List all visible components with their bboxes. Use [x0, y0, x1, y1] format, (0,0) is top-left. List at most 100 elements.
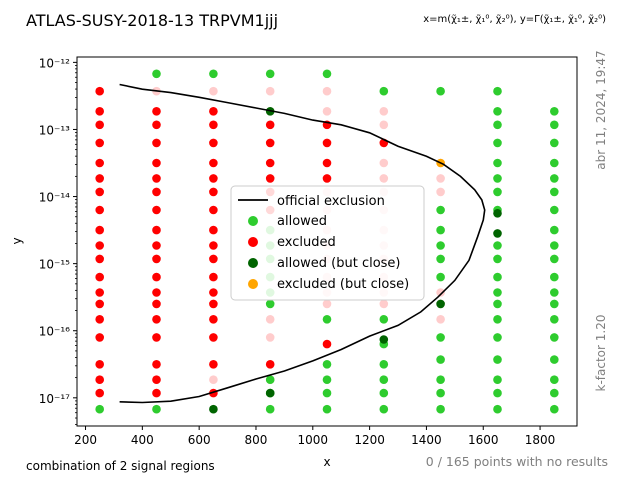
- point-allowed-62: [322, 388, 332, 398]
- x-axis-label: x: [323, 455, 330, 469]
- point-allowed-23: [493, 174, 502, 183]
- k-factor-note: k-factor 1.20: [594, 315, 608, 392]
- point-allowed-65: [322, 360, 332, 369]
- point-allowed-2: [265, 404, 275, 414]
- point-excluded-46: [209, 254, 218, 264]
- point-allowed-31: [550, 225, 559, 235]
- point-allowed-close-4: [493, 229, 502, 238]
- point-allowed-59: [493, 388, 502, 398]
- point-allowed-close-3: [493, 209, 502, 218]
- no-results-note: 0 / 165 points with no results: [426, 454, 608, 469]
- point-excluded-0: [95, 86, 104, 96]
- point-excluded-37: [209, 107, 218, 116]
- point-excluded-50: [209, 315, 218, 324]
- point-excluded-pale-6: [322, 107, 332, 116]
- point-excluded-pale-10: [379, 174, 389, 183]
- official-exclusion-layer: [119, 83, 486, 404]
- point-excluded-38: [209, 120, 218, 130]
- y-tick-label-2: 10⁻¹⁵: [39, 258, 70, 272]
- point-excluded-8: [95, 225, 104, 235]
- x-tick-label-8: 1800: [525, 433, 556, 447]
- point-excluded-64: [322, 174, 332, 183]
- point-excluded-pale-26: [322, 299, 332, 309]
- point-allowed-49: [550, 333, 559, 342]
- legend-box: [230, 185, 425, 301]
- point-allowed-51: [493, 355, 502, 364]
- legend-marker-excluded-close: [248, 279, 258, 289]
- point-excluded-6: [95, 187, 104, 197]
- timestamp: abr 11, 2024, 19:47: [594, 50, 608, 169]
- point-excluded-36: [152, 388, 161, 398]
- point-excluded-pale-28: [265, 333, 275, 342]
- point-excluded-16: [95, 360, 104, 369]
- point-allowed-46: [550, 315, 559, 324]
- point-excluded-11: [95, 272, 104, 282]
- point-excluded-7: [95, 205, 104, 215]
- point-excluded-14: [95, 315, 104, 324]
- point-excluded-49: [209, 299, 218, 309]
- point-excluded-31: [152, 299, 161, 309]
- axis-note: x=m(χ̃₁±, χ̃₁⁰, χ̃₂⁰), y=Γ(χ̃₁±, χ̃₁⁰, χ…: [423, 13, 606, 25]
- point-excluded-pale-8: [379, 120, 389, 130]
- y-tick-label-5: 10⁻¹²: [39, 56, 70, 70]
- legend-marker-allowed-close: [248, 258, 258, 268]
- legend-label-official: official exclusion: [277, 194, 385, 209]
- point-excluded-13: [95, 299, 104, 309]
- point-excluded-pale-2: [265, 86, 275, 96]
- point-excluded-pale-35: [436, 288, 445, 297]
- point-excluded-60: [265, 360, 275, 369]
- official-exclusion-line: [119, 83, 486, 404]
- point-allowed-8: [209, 69, 218, 79]
- point-excluded-18: [95, 388, 104, 398]
- point-excluded-43: [209, 205, 218, 215]
- point-allowed-6: [493, 404, 502, 414]
- point-allowed-close-5: [436, 299, 445, 309]
- legend-label-excluded-close: excluded (but close): [277, 277, 409, 292]
- point-allowed-57: [379, 388, 389, 398]
- point-excluded-17: [95, 375, 104, 385]
- point-allowed-0: [95, 404, 104, 414]
- point-allowed-close-2: [265, 388, 275, 398]
- point-allowed-63: [322, 375, 332, 385]
- point-excluded-63: [322, 158, 332, 168]
- point-excluded-28: [152, 254, 161, 264]
- x-tick-label-2: 600: [188, 433, 211, 447]
- point-excluded-5: [95, 174, 104, 183]
- point-allowed-55: [493, 375, 502, 385]
- x-tick-label-4: 1000: [298, 433, 329, 447]
- point-excluded-21: [152, 138, 161, 148]
- point-excluded-56: [265, 158, 275, 168]
- point-allowed-41: [493, 288, 502, 297]
- point-excluded-25: [152, 205, 161, 215]
- x-tick-label-3: 800: [245, 433, 268, 447]
- point-allowed-54: [436, 375, 445, 385]
- point-excluded-pale-30: [209, 375, 218, 385]
- legend-marker-allowed: [248, 216, 258, 226]
- point-allowed-14: [493, 86, 502, 96]
- point-allowed-18: [550, 120, 559, 130]
- point-excluded-33: [152, 333, 161, 342]
- y-ticks: 10⁻¹⁷ 10⁻¹⁶ 10⁻¹⁵ 10⁻¹⁴ 10⁻¹³ 10⁻¹²: [39, 56, 77, 425]
- y-tick-label-0: 10⁻¹⁷: [39, 392, 70, 406]
- point-allowed-22: [550, 158, 559, 168]
- point-excluded-pale-9: [379, 158, 389, 168]
- point-excluded-42: [209, 187, 218, 197]
- point-allowed-35: [436, 254, 445, 264]
- x-tick-label-6: 1400: [411, 433, 442, 447]
- point-allowed-30: [436, 225, 445, 235]
- point-excluded-24: [152, 187, 161, 197]
- legend: official exclusion allowed excluded allo…: [230, 185, 425, 301]
- point-allowed-close-1: [209, 404, 218, 414]
- point-allowed-38: [436, 272, 445, 282]
- point-allowed-7: [550, 404, 559, 414]
- point-excluded-19: [152, 107, 161, 116]
- point-allowed-33: [493, 241, 502, 250]
- point-excluded-9: [95, 241, 104, 250]
- point-allowed-39: [493, 272, 502, 282]
- point-excluded-15: [95, 333, 104, 342]
- point-excluded-35: [152, 375, 161, 385]
- point-excluded-2: [95, 120, 104, 130]
- point-excluded-47: [209, 272, 218, 282]
- y-tick-label-3: 10⁻¹⁴: [39, 191, 70, 205]
- plot-frame: [76, 56, 578, 427]
